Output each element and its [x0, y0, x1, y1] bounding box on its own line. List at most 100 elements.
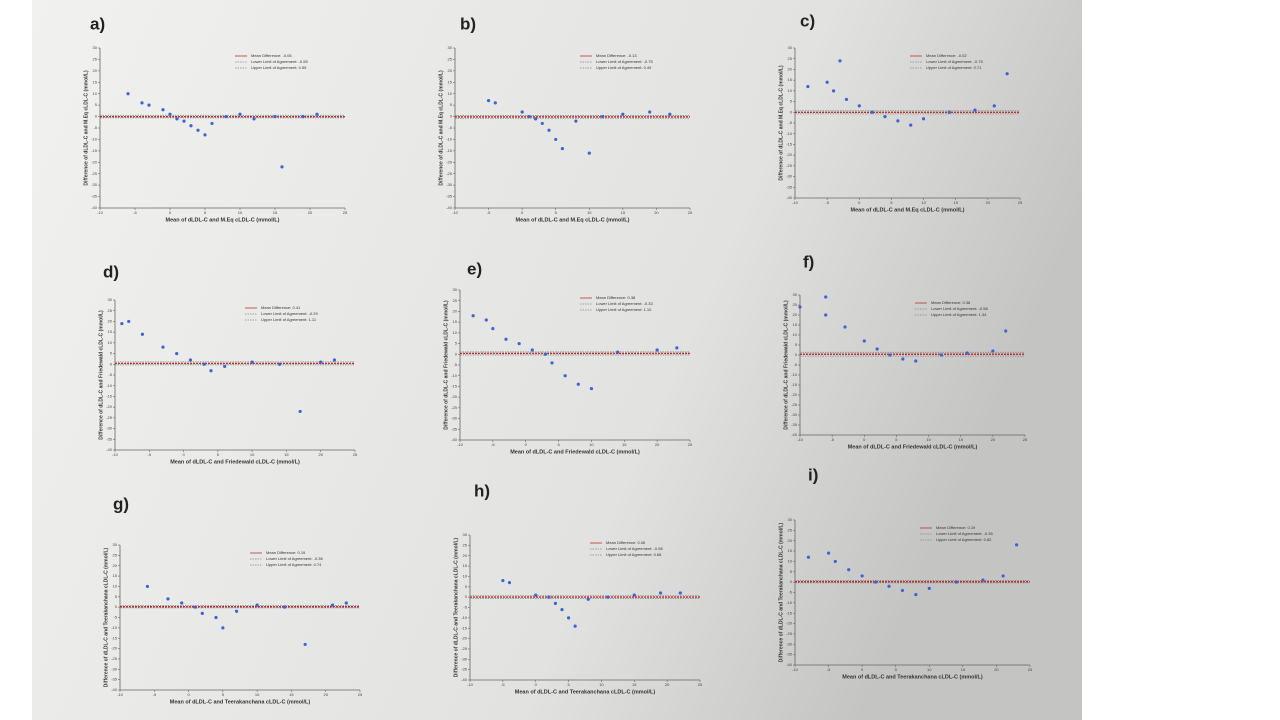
y-tick-label: 25 — [793, 302, 798, 307]
point — [621, 112, 625, 116]
point — [991, 349, 995, 353]
y-tick-label: -35 — [786, 184, 793, 189]
x-tick-label: 0 — [182, 452, 185, 457]
y-tick-label: 0 — [790, 109, 793, 114]
point — [175, 351, 179, 356]
x-axis-label: Mean of dLDL-C and Teerakanchana cLDL-C … — [515, 689, 656, 695]
point — [824, 313, 828, 317]
y-axis-label: Difference of dLDL-C and Friedewald cLDL… — [443, 300, 449, 430]
point — [1004, 329, 1008, 333]
x-tick-label: -5 — [487, 210, 491, 215]
y-tick-label: 30 — [453, 287, 458, 292]
y-tick-label: -5 — [788, 120, 792, 125]
y-tick-label: 25 — [448, 56, 453, 61]
point — [533, 117, 538, 121]
y-tick-label: -35 — [91, 194, 98, 199]
y-tick-label: 10 — [463, 573, 468, 578]
y-tick-label: 15 — [453, 319, 458, 324]
point — [900, 588, 905, 593]
y-tick-label: 0 — [455, 351, 458, 356]
y-tick-label: -10 — [106, 383, 113, 388]
x-tick-label: 25 — [1028, 667, 1033, 672]
y-tick-label: -30 — [451, 416, 458, 421]
point — [806, 555, 811, 559]
point — [180, 601, 184, 605]
y-tick-label: -25 — [446, 171, 453, 176]
y-axis-label: Difference of dLDL-C and Friedewald cLDL… — [98, 310, 104, 440]
legend-label: Upper Limit of Agreement: 0.71 — [926, 65, 982, 70]
legend-label: Mean Difference: -0.06 — [251, 53, 292, 58]
point — [527, 114, 531, 119]
panel-label: e) — [467, 259, 482, 278]
point — [896, 119, 900, 123]
point — [126, 92, 130, 96]
x-tick-label: 25 — [353, 452, 358, 457]
point — [280, 165, 284, 169]
y-tick-label: 25 — [788, 56, 793, 61]
y-axis-label: Difference of dLDL-C and Teerakanchana c… — [778, 522, 784, 662]
legend-label: Mean Difference: 0.19 — [266, 550, 306, 555]
point — [202, 362, 206, 366]
legend-label: Upper Limit of Agreement: 0.82 — [936, 537, 992, 542]
point — [547, 128, 551, 132]
x-tick-label: 5 — [557, 442, 560, 447]
x-tick-label: 10 — [589, 442, 594, 447]
point — [273, 114, 277, 119]
point — [301, 114, 305, 119]
x-tick-label: -10 — [467, 682, 474, 687]
y-tick-label: -30 — [111, 666, 118, 671]
y-tick-label: -25 — [791, 402, 798, 407]
y-tick-label: 10 — [793, 332, 798, 337]
x-tick-label: 15 — [289, 692, 294, 697]
x-axis-label: Mean of dLDL-C and Friedewald cLDL-C (mm… — [510, 449, 640, 455]
y-tick-label: 5 — [455, 341, 458, 346]
point — [319, 360, 323, 364]
x-tick-label: 20 — [308, 210, 313, 215]
point — [573, 624, 577, 628]
point — [870, 110, 874, 114]
y-tick-label: 20 — [93, 68, 98, 73]
y-tick-label: -5 — [108, 372, 112, 377]
panel-label: c) — [800, 11, 815, 30]
point — [277, 362, 282, 366]
y-tick-label: 10 — [113, 583, 118, 588]
point — [574, 119, 578, 123]
y-tick-label: 0 — [95, 114, 98, 119]
point — [921, 117, 926, 121]
y-tick-label: 30 — [463, 532, 468, 537]
y-tick-label: 0 — [790, 579, 793, 584]
x-tick-label: 15 — [622, 442, 627, 447]
legend-label: Lower Limit of Agreement: -0.56 — [606, 546, 663, 551]
point — [831, 89, 836, 93]
point — [210, 121, 214, 126]
x-tick-label: -10 — [457, 442, 464, 447]
y-tick-label: 20 — [113, 563, 118, 568]
point — [914, 359, 918, 363]
point — [586, 597, 590, 601]
y-tick-label: 10 — [788, 88, 793, 93]
legend-label: Lower Limit of Agreement: -0.58 — [931, 306, 988, 311]
point — [1014, 543, 1019, 547]
x-tick-label: 10 — [238, 210, 243, 215]
point — [965, 351, 969, 355]
x-tick-label: 25 — [1023, 437, 1028, 442]
y-tick-label: 30 — [93, 45, 98, 50]
point — [825, 80, 829, 84]
x-tick-label: 10 — [587, 210, 592, 215]
point — [553, 601, 558, 605]
y-tick-label: 30 — [788, 45, 793, 50]
point — [504, 337, 508, 341]
point — [981, 578, 985, 582]
y-tick-label: -20 — [106, 404, 113, 409]
y-tick-label: 30 — [788, 517, 793, 522]
point — [255, 603, 259, 607]
y-tick-label: -15 — [786, 610, 793, 615]
y-tick-label: -10 — [791, 372, 798, 377]
point — [200, 611, 204, 615]
y-tick-label: -5 — [788, 590, 792, 595]
y-tick-label: 25 — [113, 552, 118, 557]
y-tick-label: 15 — [463, 563, 468, 568]
y-tick-label: -35 — [446, 194, 453, 199]
point — [843, 325, 847, 329]
point — [140, 101, 144, 105]
